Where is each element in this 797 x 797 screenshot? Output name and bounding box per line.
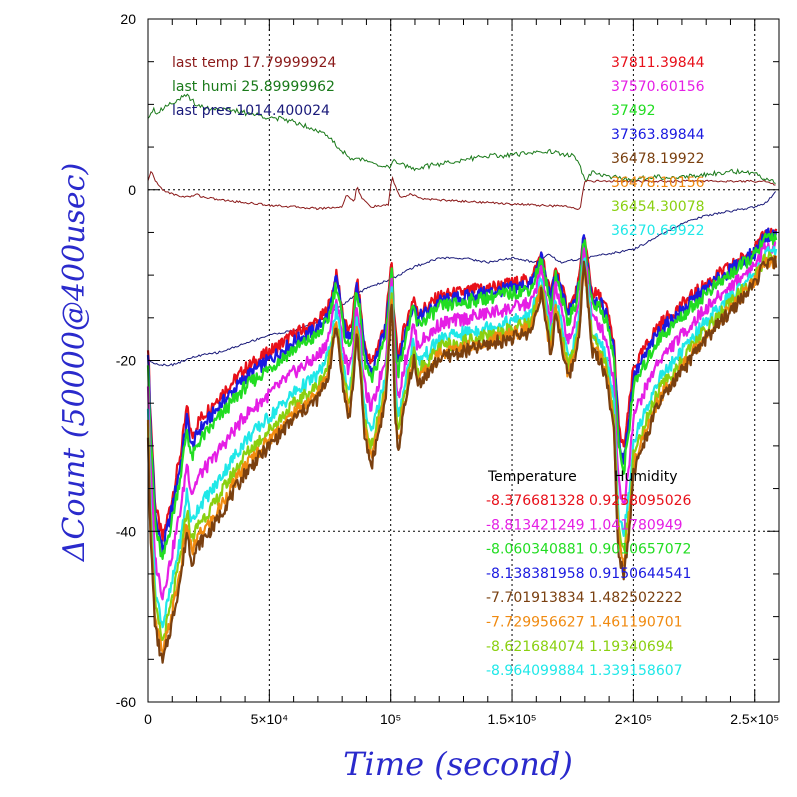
coefficient-row: -8.376681328 0.9258095026 bbox=[486, 493, 692, 509]
env-legend-entry: last humi 25.89999962 bbox=[172, 79, 335, 95]
count-legend-entry: 36478.19922 bbox=[611, 151, 705, 167]
coefficient-row: -8.813421249 1.041780949 bbox=[486, 517, 683, 533]
count-legend-entry: 37570.60156 bbox=[611, 79, 705, 95]
data-layer bbox=[146, 93, 778, 664]
axis-ticks bbox=[147, 18, 780, 703]
count-legend-entry: 36478.10156 bbox=[611, 175, 705, 191]
x-tick-label: 1.5×10⁵ bbox=[488, 711, 537, 727]
coef-header-humidity: Humidity bbox=[614, 469, 677, 485]
tick-labels: 0 5×10⁴ 10⁵ 1.5×10⁵ 2×10⁵ 2.5×10⁵ 20 0 -20 -40 -60 bbox=[116, 11, 779, 727]
x-tick-label: 5×10⁴ bbox=[251, 711, 289, 727]
y-tick-label: -20 bbox=[116, 353, 136, 369]
x-axis-title: Time (second) bbox=[343, 745, 573, 783]
x-tick-label: 2.5×10⁵ bbox=[730, 711, 779, 727]
coef-header-temperature: Temperature bbox=[487, 469, 577, 485]
x-tick-label: 10⁵ bbox=[380, 711, 401, 727]
grid-lines bbox=[148, 19, 779, 702]
env-legend-entry: last pres 1014.400024 bbox=[172, 103, 330, 119]
x-tick-label: 2×10⁵ bbox=[615, 711, 652, 727]
x-tick-label: 0 bbox=[144, 711, 152, 727]
count-legend-entry: 37363.89844 bbox=[611, 127, 705, 143]
count-series-line bbox=[146, 246, 778, 629]
coefficient-table: Temperature Humidity -8.376681328 0.9258… bbox=[486, 469, 692, 679]
count-legend: 37811.39844 37570.60156 37492 37363.89844 36… bbox=[611, 55, 705, 239]
count-series-line bbox=[146, 241, 777, 601]
coefficient-row: -7.729956627 1.461190701 bbox=[486, 615, 683, 631]
y-tick-label: -40 bbox=[116, 523, 136, 539]
count-series-line bbox=[146, 255, 778, 664]
y-tick-label: 20 bbox=[120, 11, 136, 27]
count-legend-entry: 37811.39844 bbox=[611, 55, 705, 71]
env-legend-entry: last temp 17.79999924 bbox=[172, 55, 336, 71]
y-tick-label: -60 bbox=[116, 694, 136, 710]
coefficient-row: -7.701913834 1.482502222 bbox=[486, 590, 683, 606]
count-series-line bbox=[146, 232, 778, 560]
env-line-humidity bbox=[147, 93, 776, 184]
env-line-pressure bbox=[147, 191, 776, 367]
y-axis-title: ΔCount (50000@400usec) bbox=[57, 163, 92, 562]
y-tick-label: 0 bbox=[128, 182, 136, 198]
count-legend-entry: 36270.69922 bbox=[611, 223, 705, 239]
coefficient-row: -8.964099884 1.339158607 bbox=[486, 663, 683, 679]
count-legend-entry: 36454.30078 bbox=[611, 199, 705, 215]
env-legend: last temp 17.79999924 last humi 25.899999… bbox=[172, 55, 336, 119]
coefficient-row: -8.060340881 0.9010657072 bbox=[486, 542, 691, 558]
coefficient-row: -8.621684074 1.19340694 bbox=[486, 639, 674, 655]
env-line-temperature bbox=[147, 170, 776, 211]
count-legend-entry: 37492 bbox=[611, 103, 656, 119]
coefficient-row: -8.138381958 0.9150644541 bbox=[486, 566, 691, 582]
